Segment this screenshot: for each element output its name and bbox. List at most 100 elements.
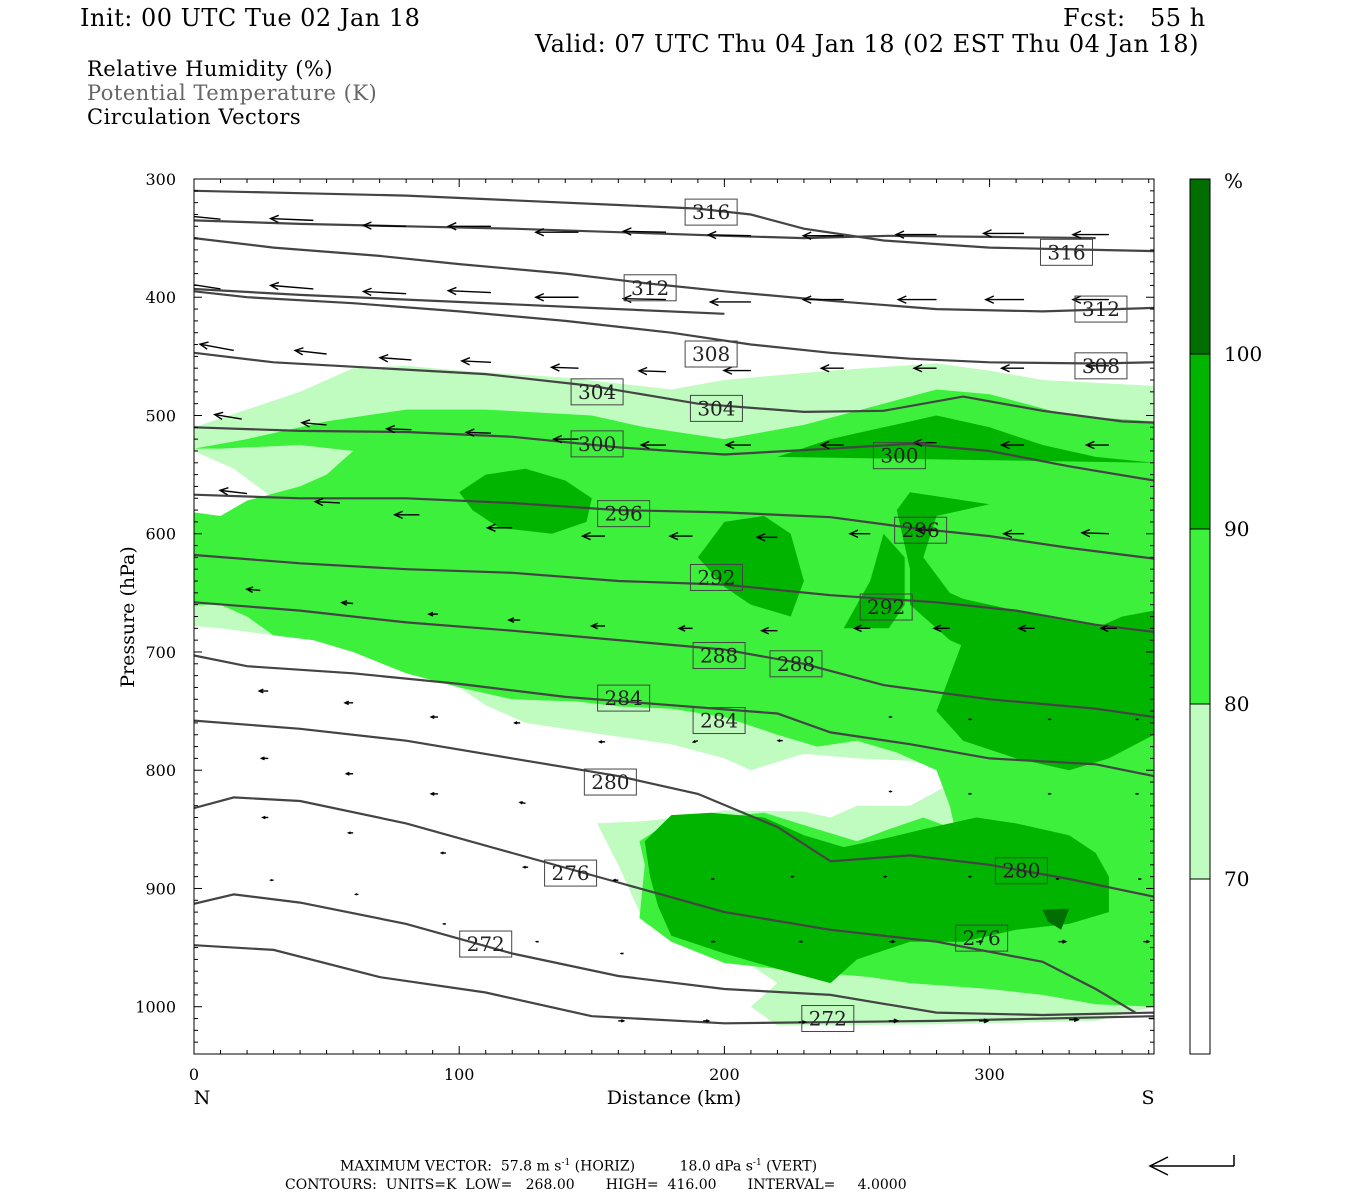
vector-head (999, 440, 1010, 450)
isentrope-316 (194, 219, 1096, 240)
vector-head (984, 295, 995, 304)
circulation-vector (213, 411, 242, 420)
circulation-vector (259, 756, 269, 761)
vector-head (427, 611, 434, 617)
vector-head (896, 295, 907, 304)
colorbar: 70 80 90 100 (1189, 178, 1262, 1055)
circulation-vector (268, 281, 314, 291)
vector-head (385, 424, 396, 434)
vector-head (983, 1018, 990, 1024)
vector-head (1056, 877, 1060, 881)
vector-head (819, 440, 830, 450)
vector-head (552, 434, 563, 444)
vector-shaft (194, 284, 221, 290)
contour-label-304: 304 (578, 380, 616, 404)
vector-head (1002, 529, 1013, 538)
y-tick-label: 300 (145, 170, 176, 189)
contour-label-box (769, 650, 823, 678)
rh-region-90 (843, 533, 905, 629)
vector-head (891, 939, 896, 944)
vector-head (268, 281, 280, 291)
vector-shaft (386, 428, 412, 431)
circulation-vector (724, 440, 751, 450)
circulation-vector (612, 878, 619, 882)
vector-head (706, 230, 717, 240)
contour-label-box (570, 430, 624, 458)
circulation-vector (1084, 440, 1109, 450)
circulation-vector (755, 533, 778, 542)
circulation-vector (340, 600, 354, 606)
contour-label-box (894, 516, 948, 544)
contour-label-box (689, 394, 743, 422)
colorbar-label: 100 (1224, 342, 1262, 366)
vector-head (429, 715, 435, 720)
vector-head (932, 624, 942, 633)
contour-label-box (872, 442, 926, 470)
vector-head (979, 939, 984, 944)
vector-shaft (623, 298, 667, 301)
vector-head (178, 280, 186, 287)
vector-head (597, 740, 603, 744)
contour-label-312: 312 (631, 276, 669, 300)
contour-label-292: 292 (867, 595, 905, 619)
circulation-vector (914, 525, 937, 535)
circulation-vector (549, 363, 579, 372)
vector-shaft (623, 230, 667, 233)
vector-shaft (1081, 532, 1109, 535)
circulation-vector (313, 497, 340, 507)
vector-head (801, 295, 812, 304)
vector-head (912, 363, 923, 373)
circulation-vector (1143, 939, 1151, 944)
vector-head (1080, 528, 1091, 538)
vector-head (464, 428, 475, 437)
circulation-vector (198, 341, 234, 352)
vector-head (293, 347, 304, 356)
vector-head (245, 586, 254, 594)
contour-label-272: 272 (467, 932, 505, 956)
vector-head (1084, 361, 1095, 371)
circulation-vector (427, 611, 438, 617)
vector-head (344, 771, 350, 776)
circulation-vector (464, 428, 492, 437)
vector-head (800, 940, 804, 943)
vector-head (361, 221, 372, 230)
rh-region-90 (936, 592, 1154, 771)
vector-head (1136, 792, 1140, 795)
vector-head (668, 531, 679, 541)
vector-head (429, 791, 435, 796)
vector-head (819, 363, 830, 373)
vector-head (637, 366, 648, 376)
circulation-vector (194, 215, 221, 220)
circulation-vector (1084, 361, 1109, 371)
vector-head (621, 227, 632, 236)
circulation-vector (1047, 718, 1052, 721)
circulation-vector (637, 366, 667, 376)
colorbar-frame (1189, 178, 1211, 1055)
contour-label-300: 300 (578, 432, 616, 456)
vector-shaft (214, 413, 242, 420)
contour-label-box (801, 1005, 855, 1033)
vector-head (712, 940, 716, 943)
isentrope-316 (194, 189, 1154, 253)
vector-head (852, 624, 862, 633)
circulation-vector (293, 347, 327, 356)
circulation-vector (1138, 877, 1143, 881)
contour-label-284: 284 (700, 709, 738, 733)
circulation-vector (361, 221, 407, 230)
vector-head (612, 878, 617, 882)
contour-label-308: 308 (1082, 354, 1120, 378)
circulation-vector (439, 851, 446, 855)
circulation-vector (932, 624, 950, 633)
vector-head (619, 952, 623, 955)
vector-shaft (246, 588, 261, 592)
circulation-vector (722, 366, 751, 375)
contour-label-288: 288 (700, 644, 738, 668)
vector-shaft (466, 431, 492, 434)
vector-head (213, 411, 224, 420)
vector-head (534, 227, 545, 237)
isentrope-312 (194, 237, 1154, 313)
circulation-vector (1080, 528, 1109, 538)
contour-label-308: 308 (692, 342, 730, 366)
vector-head (889, 715, 893, 719)
circulation-vector (888, 715, 893, 719)
